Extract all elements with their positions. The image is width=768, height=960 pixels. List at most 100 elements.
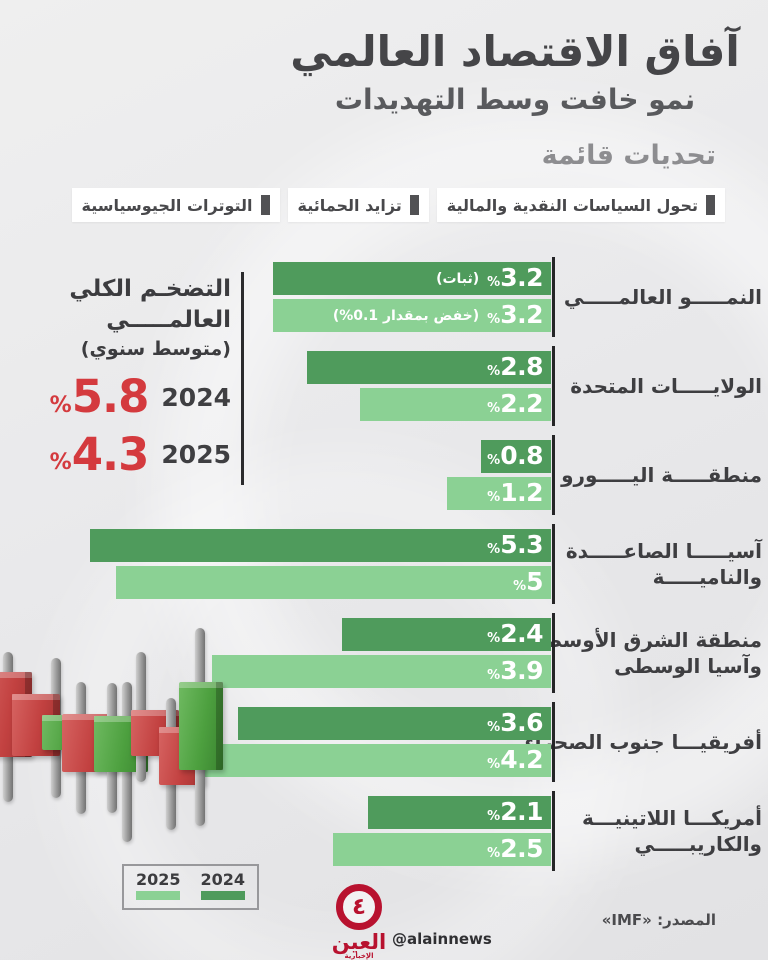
percent-sign: % [487,846,501,862]
bar-2024: % 2.4 [342,618,551,651]
challenge-tag: تزايد الحمائية [287,188,429,222]
bar-value: % 0.8 [487,444,543,469]
inflation-value: % 4.3 [49,427,150,481]
bar-value: % 2.5 [487,834,543,864]
alain-logo-tagline: الإخبارية [344,952,374,960]
percent-sign: % [487,364,501,380]
bar-number: 5.3 [500,530,543,560]
tag-marker-icon [260,195,270,215]
bar-value: % 2.2 [487,389,543,419]
region-label: النمـــــو العالمـــــي [563,285,762,309]
percent-sign: % [487,757,501,773]
bar-number: 2.8 [500,352,543,382]
tag-marker-icon [409,195,419,215]
tag-label: تزايد الحمائية [297,195,402,215]
percent-sign: % [487,720,501,736]
bar-number: 1.2 [500,478,543,508]
chart-row: آسيـــــا الصاعـــــدة والناميـــــة% 5.3%… [0,524,768,604]
inflation-values: 2024% 5.8 2025% 4.3 [45,370,231,481]
bar-group: % 2.4% 3.9 [0,613,555,693]
bar-number: 4.2 [500,745,543,775]
bar-2025: % 1.2 [447,477,551,510]
page-title: آفاق الاقتصاد العالمي [290,27,740,76]
legend-swatch [136,891,181,900]
region-label: منطقة الشرق الأوسط وآسيا الوسطى [541,628,762,678]
bar-value: % 2.1 [487,800,543,824]
bar-chart: النمـــــو العالمـــــي% 3.2 (ثبات)% 3.2 (خف… [0,257,768,885]
inflation-panel: التضخـم الكلي العالمـــــي (متوسط سنوي) 2… [45,272,244,486]
legend-item: 2025 [136,870,181,900]
bar-number: 3.6 [500,708,543,738]
bar-number: 3.2 [500,263,543,293]
inflation-row: 2025% 4.3 [45,427,231,481]
percent-sign: % [513,579,527,595]
legend-year: 2025 [136,870,181,889]
percent-sign: % [487,312,501,328]
percent-sign: % [49,450,72,476]
page-subtitle: نمو خافت وسط التهديدات [334,82,696,116]
social-handle: @alainnews [392,930,492,948]
region-label: أمريكـــا اللاتينيـــة والكاريبـــــي [582,806,762,856]
bar-number: 3.9 [500,656,543,686]
alain-logo: ٤ العين الإخبارية [330,884,388,960]
percent-sign: % [487,490,501,506]
inflation-number: 4.3 [71,427,150,481]
bar-value: % 3.9 [487,656,543,686]
tag-marker-icon [706,195,715,215]
bar-value: % 3.6 [487,708,543,738]
percent-sign: % [487,668,501,684]
bar-2024: % 3.6 [238,707,551,740]
chart-legend: 2025 2024 [122,864,260,910]
chart-row: منطقة الشرق الأوسط وآسيا الوسطى% 2.4% 3.9 [0,613,768,693]
percent-sign: % [487,453,501,469]
percent-sign: % [487,401,501,417]
bar-2025: % 3.2 (خفض بمقدار 0.1%) [273,299,551,332]
bar-2025: % 2.2 [360,388,551,421]
bar-number: 2.5 [500,834,543,864]
bar-value: % 1.2 [487,478,543,508]
inflation-row: 2024% 5.8 [45,370,231,424]
bar-value: % 3.2 [487,303,543,328]
tag-label: التوترات الجيوسياسية [81,195,253,215]
bar-2024: % 2.8 [307,351,551,384]
bar-2024: % 5.3 [90,529,551,562]
source-attribution: المصدر: «IMF» [601,911,716,929]
bar-annotation: (خفض بمقدار 0.1%) [332,307,480,324]
bar-value: % 5 [513,567,543,597]
bar-group: % 2.1% 2.5 [0,791,555,871]
challenge-tag: تحول السياسات النقدية والمالية [436,188,725,222]
bar-group: % 3.6% 4.2 [0,702,555,782]
bar-2024: % 2.1 [368,796,551,829]
chart-row: أفريقيـــا جنوب الصحراء% 3.6% 4.2 [0,702,768,782]
legend-year: 2024 [200,870,246,889]
bar-value: % 5.3 [487,530,543,560]
percent-sign: % [487,542,501,558]
bar-number: 2.2 [500,389,543,419]
inflation-title-line: التضخـم الكلي [69,276,231,302]
bar-value: % 3.2 [487,263,543,293]
bar-2025: % 5 [116,566,551,599]
inflation-number: 5.8 [71,370,150,424]
chart-row: أمريكـــا اللاتينيـــة والكاريبـــــي % 2.1… [0,791,768,871]
challenges-heading: تحديات قائمة [541,140,716,171]
alain-logo-wordmark: العين [331,930,387,954]
tag-label: تحول السياسات النقدية والمالية [446,195,698,215]
percent-sign: % [487,631,501,647]
inflation-title: التضخـم الكلي العالمـــــي [45,274,231,336]
alain-logo-digit: ٤ [351,893,367,920]
inflation-subtitle: (متوسط سنوي) [80,338,231,361]
region-label: منطقـــــة اليـــــورو [561,463,762,487]
bar-2024: % 3.2 (ثبات) [273,262,551,295]
inflation-title-line: العالمـــــي [106,307,231,334]
chart-row: الولايـــــات المتحدة% 2.8% 2.2 [0,346,768,426]
legend-swatch [200,891,245,900]
region-label: الولايـــــات المتحدة [570,374,762,398]
bar-number: 5 [526,567,543,597]
header: آفاق الاقتصاد العالمي نمو خافت وسط التهد… [262,26,768,116]
chart-row: منطقـــــة اليـــــورو% 0.8% 1.2 [0,435,768,515]
inflation-year: 2025 [161,440,231,470]
legend-item: 2024 [200,870,246,900]
challenge-tag: التوترات الجيوسياسية [71,188,280,222]
chart-row: النمـــــو العالمـــــي% 3.2 (ثبات)% 3.2 (خف… [0,257,768,337]
